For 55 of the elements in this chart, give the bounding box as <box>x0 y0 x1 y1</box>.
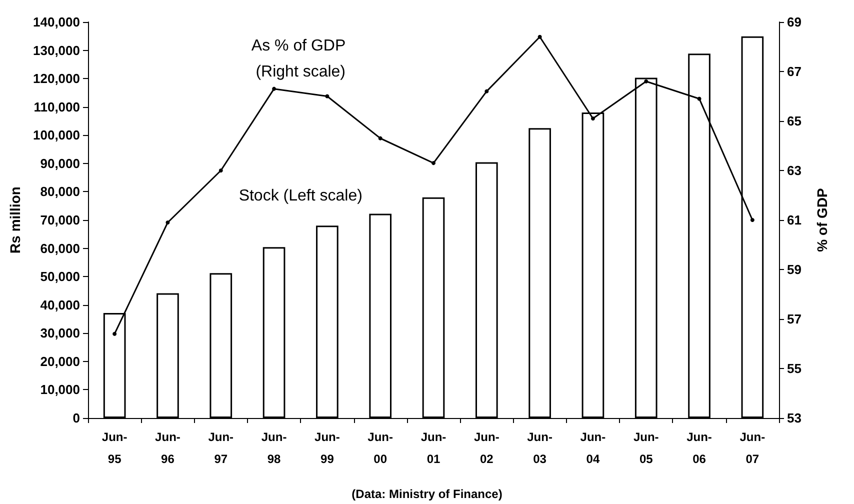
x-tick-label: Jun-99 <box>314 430 340 466</box>
y-tick-label: 10,000 <box>40 382 80 398</box>
x-tick-label: Jun-04 <box>580 430 606 466</box>
y2-tick-label: 67 <box>787 64 802 79</box>
y-tick-label: 130,000 <box>33 42 80 58</box>
text: (Data: Ministry of Finance) <box>352 487 502 501</box>
x-tick-label: Jun-95 <box>102 430 128 466</box>
x-tick-label: Jun-07 <box>740 430 766 466</box>
y-tick-label: 20,000 <box>40 354 80 369</box>
point <box>218 168 223 172</box>
x-tick-label: Jun-00 <box>368 430 394 466</box>
point <box>750 218 754 222</box>
point <box>112 332 117 336</box>
point <box>272 86 276 91</box>
x-tick-label: Jun-01 <box>420 430 446 466</box>
y2-tick-label: 65 <box>787 114 802 128</box>
y-tick-label: 100,000 <box>33 128 80 143</box>
y-tick-label: 30,000 <box>40 326 80 341</box>
y-tick-label: 120,000 <box>33 71 80 86</box>
point <box>378 136 382 140</box>
y2-tick-label: 57 <box>787 312 802 326</box>
x-tick-label: Jun-03 <box>527 430 552 466</box>
point <box>644 79 648 84</box>
y2-tick-label: 69 <box>787 14 802 30</box>
y-tick-label: 70,000 <box>40 212 80 228</box>
y-tick-label: 40,000 <box>40 297 80 312</box>
x-tick-label: Jun-96 <box>155 430 180 466</box>
y-tick-label: 60,000 <box>40 240 80 256</box>
x-tick-label: Jun-02 <box>474 430 500 466</box>
y-axis-title: Rs million <box>7 186 23 254</box>
y-tick-label: 50,000 <box>40 269 80 284</box>
y-tick-label: 0 <box>72 410 80 426</box>
y-tick-label: 140,000 <box>33 14 80 30</box>
point <box>484 89 489 94</box>
point <box>697 96 702 101</box>
series-label: Stock (Left scale) <box>238 187 362 204</box>
point <box>325 94 330 98</box>
y2-tick-label: 53 <box>787 410 802 426</box>
y2-tick-label: 63 <box>787 163 802 178</box>
y-tick-label: 110,000 <box>34 99 80 114</box>
point <box>590 116 595 121</box>
point <box>166 220 170 224</box>
point <box>538 34 542 39</box>
y2-tick-label: 55 <box>787 361 802 376</box>
y2-tick-label: 59 <box>787 262 802 277</box>
x-tick-label: Jun-98 <box>261 430 287 466</box>
point <box>432 161 436 166</box>
x-tick-label: Jun-97 <box>208 430 234 466</box>
y-tick-label: 90,000 <box>40 156 80 171</box>
x-tick-label: Jun-05 <box>633 430 659 466</box>
y2-axis-title: % of GDP <box>814 188 830 252</box>
y2-tick-label: 61 <box>787 212 802 228</box>
y-tick-label: 80,000 <box>40 184 80 200</box>
series-label: As % of GDP (Right scale) <box>251 37 350 80</box>
x-tick-label: Jun-06 <box>686 430 712 466</box>
